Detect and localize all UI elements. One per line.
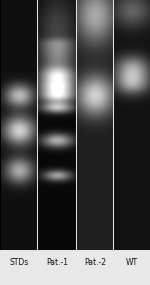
Text: WT: WT: [126, 258, 138, 267]
Text: Pat.-1: Pat.-1: [46, 258, 68, 267]
Text: Pat.-2: Pat.-2: [84, 258, 106, 267]
Text: STDs: STDs: [9, 258, 29, 267]
